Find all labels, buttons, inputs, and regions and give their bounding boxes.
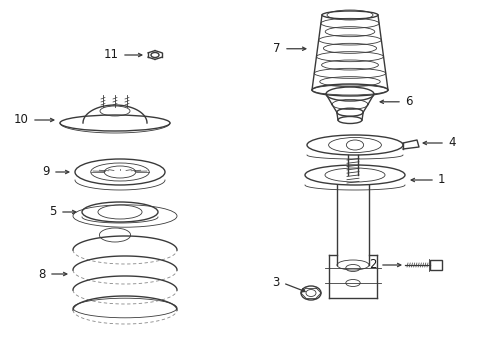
Text: 3: 3 (272, 276, 280, 289)
Text: 8: 8 (39, 267, 46, 280)
Text: 7: 7 (273, 42, 281, 55)
Text: 4: 4 (447, 136, 454, 149)
Bar (429, 260, 441, 270)
Text: 11: 11 (104, 49, 119, 62)
Text: 9: 9 (42, 166, 50, 179)
Text: 6: 6 (404, 95, 412, 108)
Text: 2: 2 (369, 258, 376, 271)
Text: 1: 1 (437, 174, 445, 186)
Text: 5: 5 (49, 206, 57, 219)
Text: 10: 10 (14, 113, 29, 126)
